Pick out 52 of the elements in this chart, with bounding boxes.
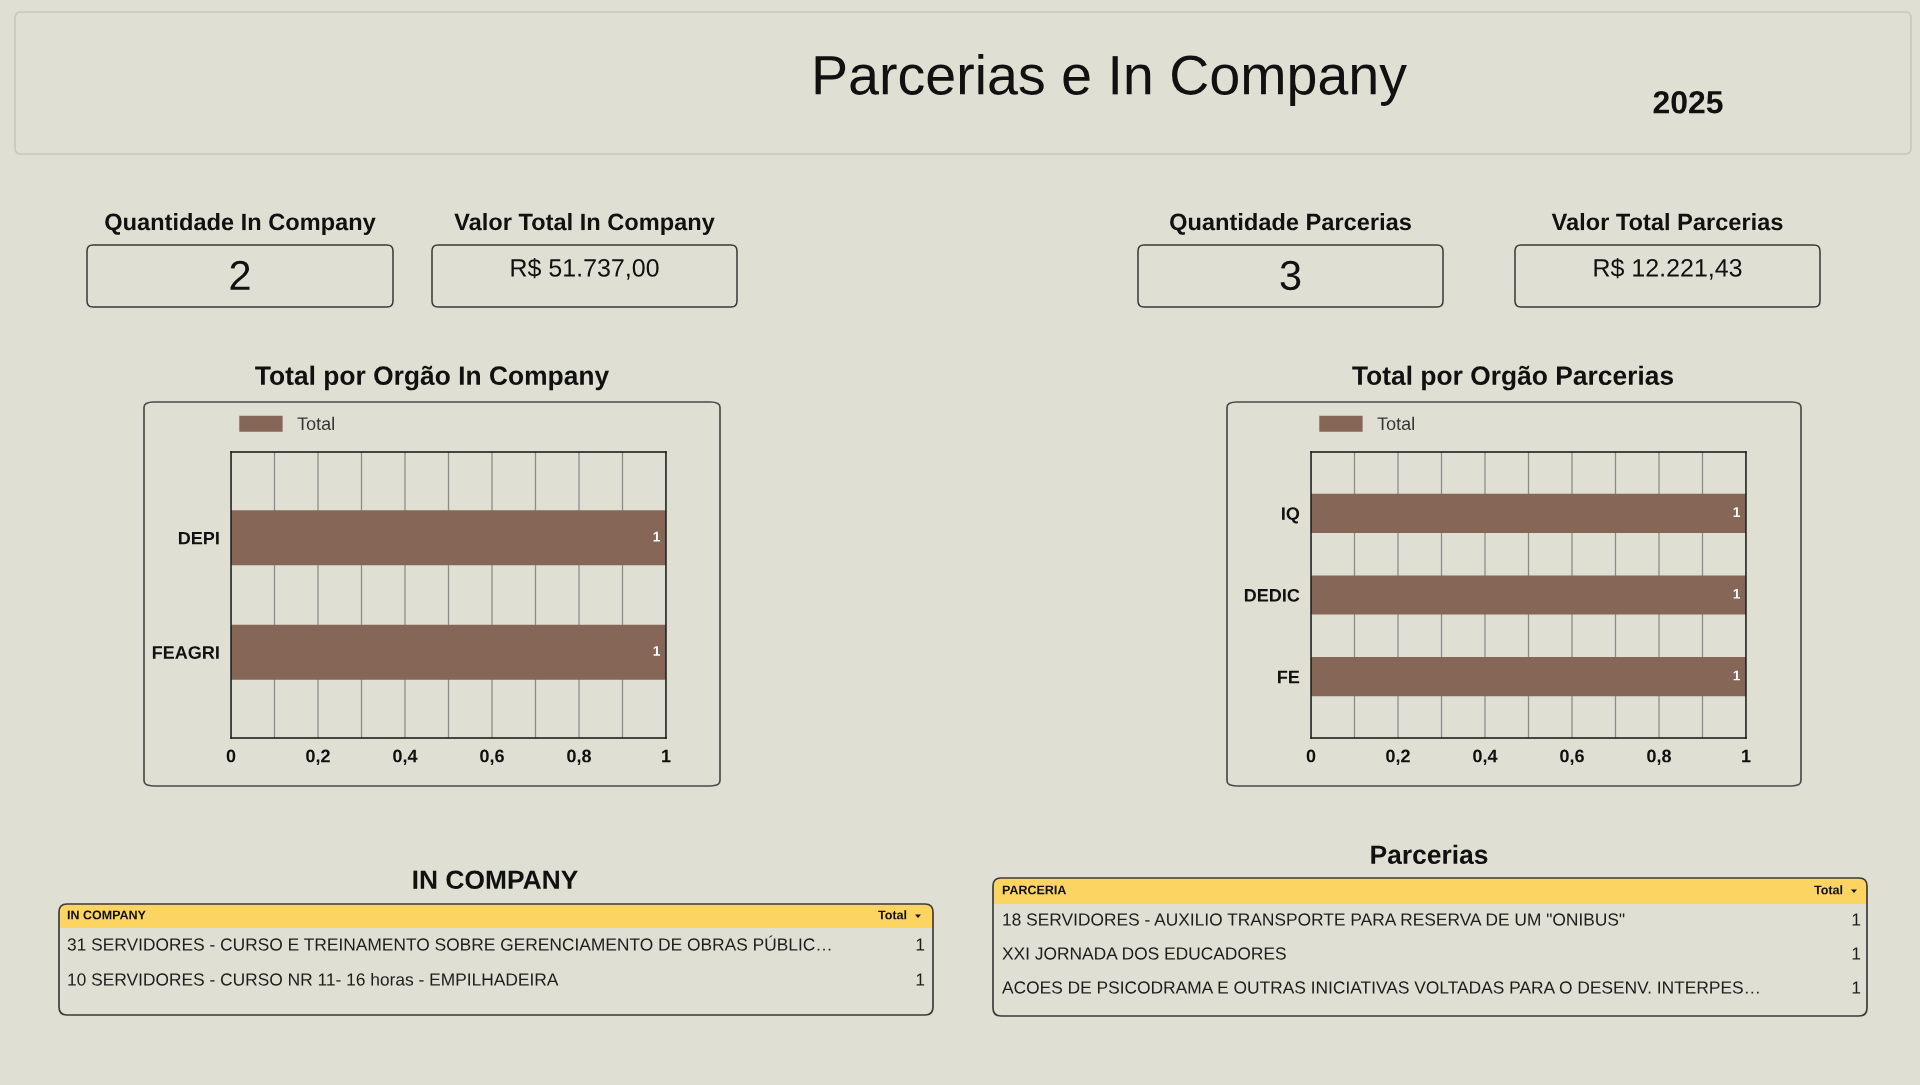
x-tick-label: 0,8 <box>1647 749 1671 765</box>
x-tick-label: 0,2 <box>306 749 330 765</box>
y-tick-label: FE <box>1278 670 1300 684</box>
x-tick-label: 0,2 <box>1386 749 1410 765</box>
y-tick-label: DEDIC <box>1244 588 1300 602</box>
text: Quantidade In Company <box>105 212 376 235</box>
text: Total <box>1814 885 1843 895</box>
data-label: 1 <box>653 531 661 542</box>
text: ACOES DE PSICODRAMA E OUTRAS INICIATIVAS VOLTADAS PARA O DESENV. INTERPES… <box>1002 981 1759 994</box>
y-tick-label: FEAGRI <box>152 646 219 659</box>
x-tick-label: 0,6 <box>480 749 504 765</box>
text: IN COMPANY <box>67 910 146 920</box>
text: 1 <box>916 938 925 951</box>
text: Parcerias e In Company <box>815 54 1407 106</box>
x-tick-label: 0,4 <box>1473 749 1498 765</box>
y-tick-label: IQ <box>1282 507 1300 524</box>
data-label: 1 <box>1733 589 1741 599</box>
text: Parcerias <box>1371 844 1488 865</box>
text: 1 <box>916 973 925 986</box>
text: Valor Total In Company <box>454 212 715 235</box>
text: Valor Total Parcerias <box>1551 212 1783 231</box>
text: R$ 51.737,00 <box>511 257 659 280</box>
x-tick-label: 1 <box>1742 749 1751 763</box>
text: 31 SERVIDORES - CURSO E TREINAMENTO SOBRE GERENCIAMENTO DE OBRAS PÚBLIC… <box>67 935 831 951</box>
text: 2 <box>230 260 250 290</box>
chart-title: Total por Orgão Parcerias <box>1352 365 1673 391</box>
text: 18 SERVIDORES - AUXILIO TRANSPORTE PARA RESERVA DE UM "ONIBUS" <box>1003 913 1625 926</box>
x-tick-label: 1 <box>662 749 671 763</box>
text: 2025 <box>1653 90 1723 114</box>
text: 3 <box>1280 260 1301 291</box>
x-tick-label: 0,6 <box>1560 749 1584 765</box>
legend-label: Total <box>1377 416 1414 431</box>
text: IN COMPANY <box>413 870 578 890</box>
y-tick-label: DEPI <box>178 531 219 545</box>
text: Total <box>878 910 907 920</box>
text: R$ 12.221,43 <box>1594 257 1742 280</box>
data-label: 1 <box>653 646 661 656</box>
x-tick-label: 0 <box>226 749 236 763</box>
text: 1 <box>1852 947 1861 960</box>
data-label: 1 <box>1733 670 1741 681</box>
text: XXI JORNADA DOS EDUCADORES <box>1002 947 1286 960</box>
x-tick-label: 0 <box>1306 749 1316 763</box>
chart-title: Total por Orgão In Company <box>255 365 610 391</box>
text: PARCERIA <box>1002 885 1067 895</box>
text: 1 <box>1852 913 1861 926</box>
x-tick-label: 0,8 <box>567 749 591 765</box>
text: Quantidade Parcerias <box>1170 212 1411 235</box>
data-label: 1 <box>1733 507 1741 517</box>
text: 1 <box>1852 981 1861 994</box>
legend-label: Total <box>297 416 334 431</box>
text: 10 SERVIDORES - CURSO NR 11- 16 horas - EMPILHADEIRA <box>68 972 559 986</box>
x-tick-label: 0,4 <box>393 749 418 765</box>
